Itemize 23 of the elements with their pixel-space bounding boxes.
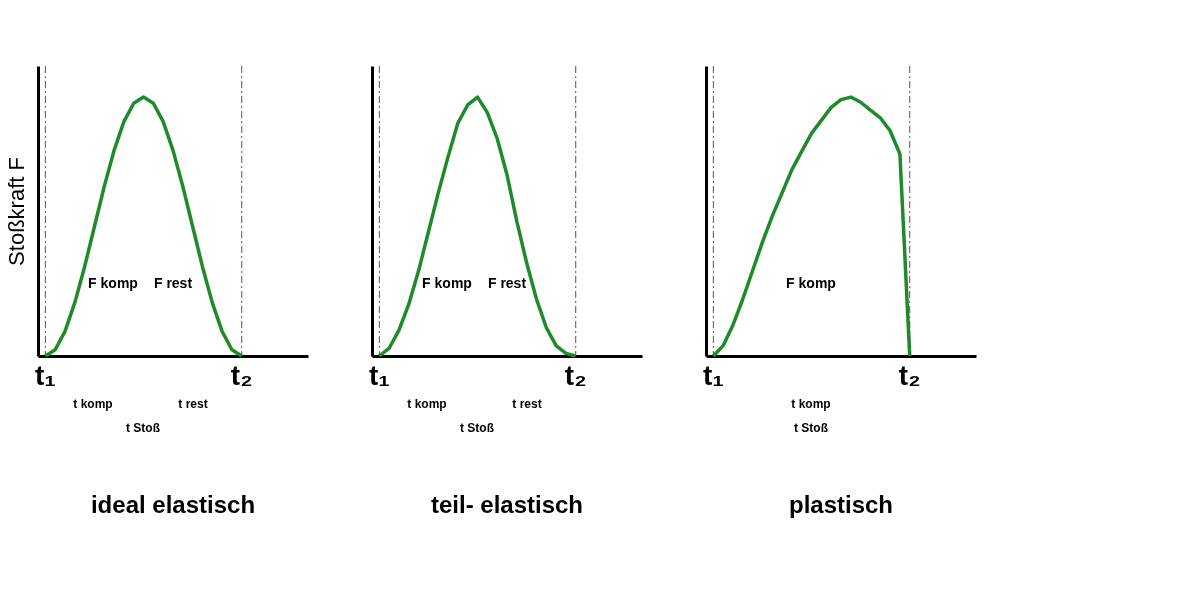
text: t rest — [178, 397, 208, 411]
annotation: F komp — [88, 274, 138, 291]
text: ideal elastisch — [90, 491, 256, 518]
text: t rest — [512, 397, 542, 411]
text: t komp — [73, 397, 113, 411]
x-tick-label: t₂ — [564, 359, 587, 391]
annotation: F komp — [786, 274, 836, 291]
text: t Stoß — [126, 421, 160, 435]
text: t Stoß — [794, 421, 828, 435]
x-tick-label: t₂ — [230, 359, 253, 391]
text: t Stoß — [460, 421, 494, 435]
x-tick-label: t₁ — [34, 359, 56, 391]
x-tick-label: t₂ — [898, 359, 921, 391]
text: t komp — [407, 397, 447, 411]
text: t komp — [791, 397, 831, 411]
annotation: F komp — [422, 274, 472, 291]
text: plastisch — [788, 491, 894, 518]
annotation: F rest — [153, 274, 193, 291]
y-axis-title: Stoßkraft F — [3, 157, 29, 266]
x-tick-label: t₁ — [368, 359, 390, 391]
text: teil- elastisch — [430, 491, 584, 518]
annotation: F rest — [487, 274, 527, 291]
x-tick-label: t₁ — [702, 359, 724, 391]
